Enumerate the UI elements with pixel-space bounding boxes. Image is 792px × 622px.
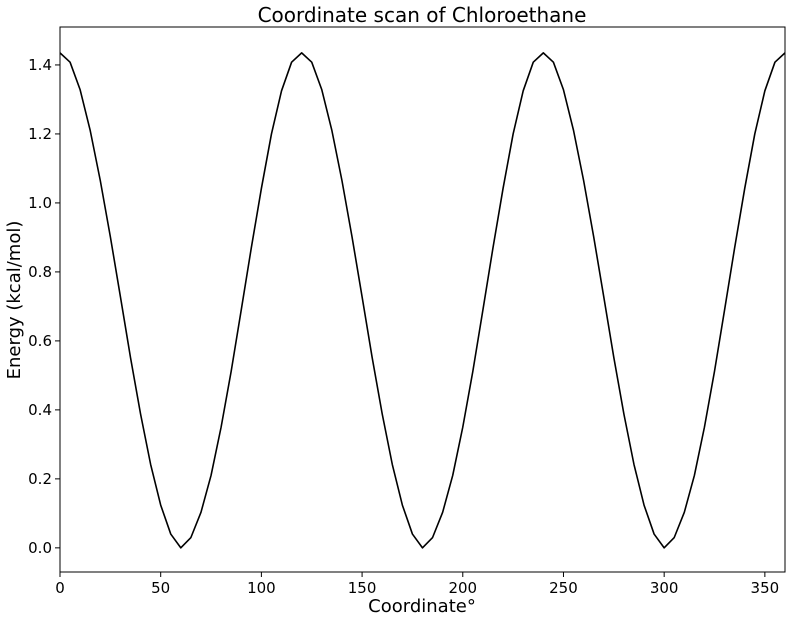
y-tick-label: 0.6 (28, 332, 52, 350)
x-tick-label: 300 (650, 579, 679, 597)
y-tick-label: 1.0 (28, 194, 52, 212)
plot-area (59, 52, 786, 549)
x-tick-label: 50 (151, 579, 170, 597)
x-tick-label: 250 (549, 579, 578, 597)
y-tick-label: 0.0 (28, 539, 52, 557)
x-tick-label: 0 (55, 579, 65, 597)
y-tick-label: 0.2 (28, 470, 52, 488)
x-tick-label: 350 (751, 579, 780, 597)
x-tick-label: 200 (448, 579, 477, 597)
x-axis-label: Coordinate° (368, 596, 476, 617)
y-tick-label: 1.2 (28, 125, 52, 143)
y-axis-label: Energy (kcal/mol) (4, 221, 25, 380)
plot-frame (59, 26, 786, 573)
x-tick-label: 100 (247, 579, 276, 597)
energy-series-line (59, 52, 786, 549)
x-axis: 0 50 100 150 200 250 300 350 (55, 572, 779, 597)
y-tick-label: 1.4 (28, 56, 52, 74)
chart-title: Coordinate scan of Chloroethane (258, 3, 587, 27)
x-tick-label: 150 (348, 579, 377, 597)
y-axis: 0.0 0.2 0.4 0.6 0.8 1.0 1.2 1.4 (28, 56, 60, 557)
y-tick-label: 0.8 (28, 263, 52, 281)
y-tick-label: 0.4 (28, 401, 52, 419)
